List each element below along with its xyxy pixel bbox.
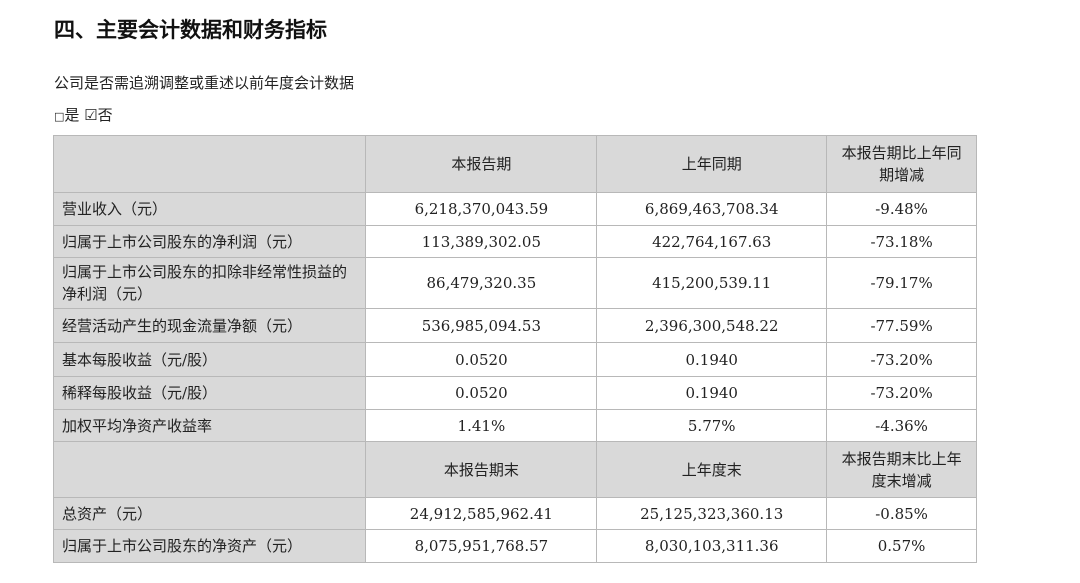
row-label: 归属于上市公司股东的扣除非经常性损益的净利润（元） (52, 257, 367, 309)
table-row: 稀释每股收益（元/股） 0.0520 0.1940 -73.20% (52, 376, 977, 410)
row-label: 加权平均净资产收益率 (52, 409, 367, 442)
column-header: 本报告期比上年同期增减 (826, 135, 977, 193)
table-row: 归属于上市公司股东的净利润（元） 113,389,302.05 422,764,16… (52, 225, 977, 258)
cell-value: 0.0520 (365, 342, 598, 377)
cell-value: 415,200,539.11 (596, 257, 828, 309)
table-row: 归属于上市公司股东的扣除非经常性损益的净利润（元） 86,479,320.35 41… (52, 257, 977, 309)
cell-value: -73.20% (826, 342, 977, 377)
row-label: 稀释每股收益（元/股） (52, 376, 367, 410)
cell-value: 113,389,302.05 (365, 225, 598, 258)
table-row: 总资产（元） 24,912,585,962.41 25,125,323,360.13… (52, 497, 977, 530)
header-row: 本报告期末 上年度末 本报告期末比上年度末增减 (52, 441, 977, 498)
row-label: 归属于上市公司股东的净利润（元） (52, 225, 367, 258)
cell-value: -79.17% (826, 257, 977, 309)
table-row: 营业收入（元） 6,218,370,043.59 6,869,463,708.34-… (52, 192, 977, 226)
cell-value: 0.0520 (365, 376, 598, 410)
column-header: 本报告期末 (365, 441, 598, 498)
cell-value: -77.59% (826, 308, 977, 343)
financial-indicators-table: 本报告期 上年同期 本报告期比上年同期增减 营业收入（元） 6,218,370,043.… (52, 135, 977, 563)
column-header: 本报告期末比上年度末增减 (826, 441, 977, 498)
cell-value: 25,125,323,360.13 (596, 497, 828, 530)
table-row: 加权平均净资产收益率 1.41% 5.77% -4.36% (52, 409, 977, 442)
cell-value: -73.18% (826, 225, 977, 258)
cell-value: 536,985,094.53 (365, 308, 598, 343)
row-label: 归属于上市公司股东的净资产（元） (52, 529, 367, 563)
cell-value: -73.20% (826, 376, 977, 410)
restatement-question: 公司是否需追溯调整或重述以前年度会计数据 (54, 74, 355, 92)
table-row: 归属于上市公司股东的净资产（元） 8,075,951,768.57 8,030,10… (52, 529, 977, 563)
cell-value: 6,218,370,043.59 (365, 192, 598, 226)
unchecked-box-icon: □ (54, 110, 65, 123)
header-row: 本报告期 上年同期 本报告期比上年同期增减 (52, 135, 977, 193)
option-yes: 是 (64, 106, 80, 124)
cell-value: 1.41% (365, 409, 598, 442)
cell-value: 5.77% (596, 409, 828, 442)
cell-value: 8,075,951,768.57 (365, 529, 598, 563)
column-header: 上年同期 (596, 135, 828, 193)
row-label: 经营活动产生的现金流量净额（元） (52, 308, 367, 343)
cell-value: 86,479,320.35 (365, 257, 598, 309)
cell-value: -9.48% (826, 192, 977, 226)
row-label: 营业收入（元） (52, 192, 367, 226)
checked-box-icon: ☑ (84, 106, 98, 124)
cell-value: 0.1940 (596, 376, 828, 410)
cell-value: 24,912,585,962.41 (365, 497, 598, 530)
restatement-options: □是 ☑否 (54, 104, 113, 125)
column-header: 本报告期 (365, 135, 598, 193)
option-no: 否 (97, 106, 113, 124)
table-row: 经营活动产生的现金流量净额（元） 536,985,094.53 2,396,300,… (52, 308, 977, 343)
column-header (52, 441, 367, 498)
column-header (52, 135, 367, 193)
table-row: 基本每股收益（元/股） 0.0520 0.1940 -73.20% (52, 342, 977, 377)
cell-value: 2,396,300,548.22 (596, 308, 828, 343)
cell-value: -0.85% (826, 497, 977, 530)
cell-value: 8,030,103,311.36 (596, 529, 828, 563)
row-label: 总资产（元） (52, 497, 367, 530)
row-label: 基本每股收益（元/股） (52, 342, 367, 377)
section-title: 四、主要会计数据和财务指标 (54, 18, 327, 42)
cell-value: 0.1940 (596, 342, 828, 377)
cell-value: 422,764,167.63 (596, 225, 828, 258)
cell-value: 6,869,463,708.34 (596, 192, 828, 226)
cell-value: -4.36% (826, 409, 977, 442)
column-header: 上年度末 (596, 441, 828, 498)
cell-value: 0.57% (826, 529, 977, 563)
